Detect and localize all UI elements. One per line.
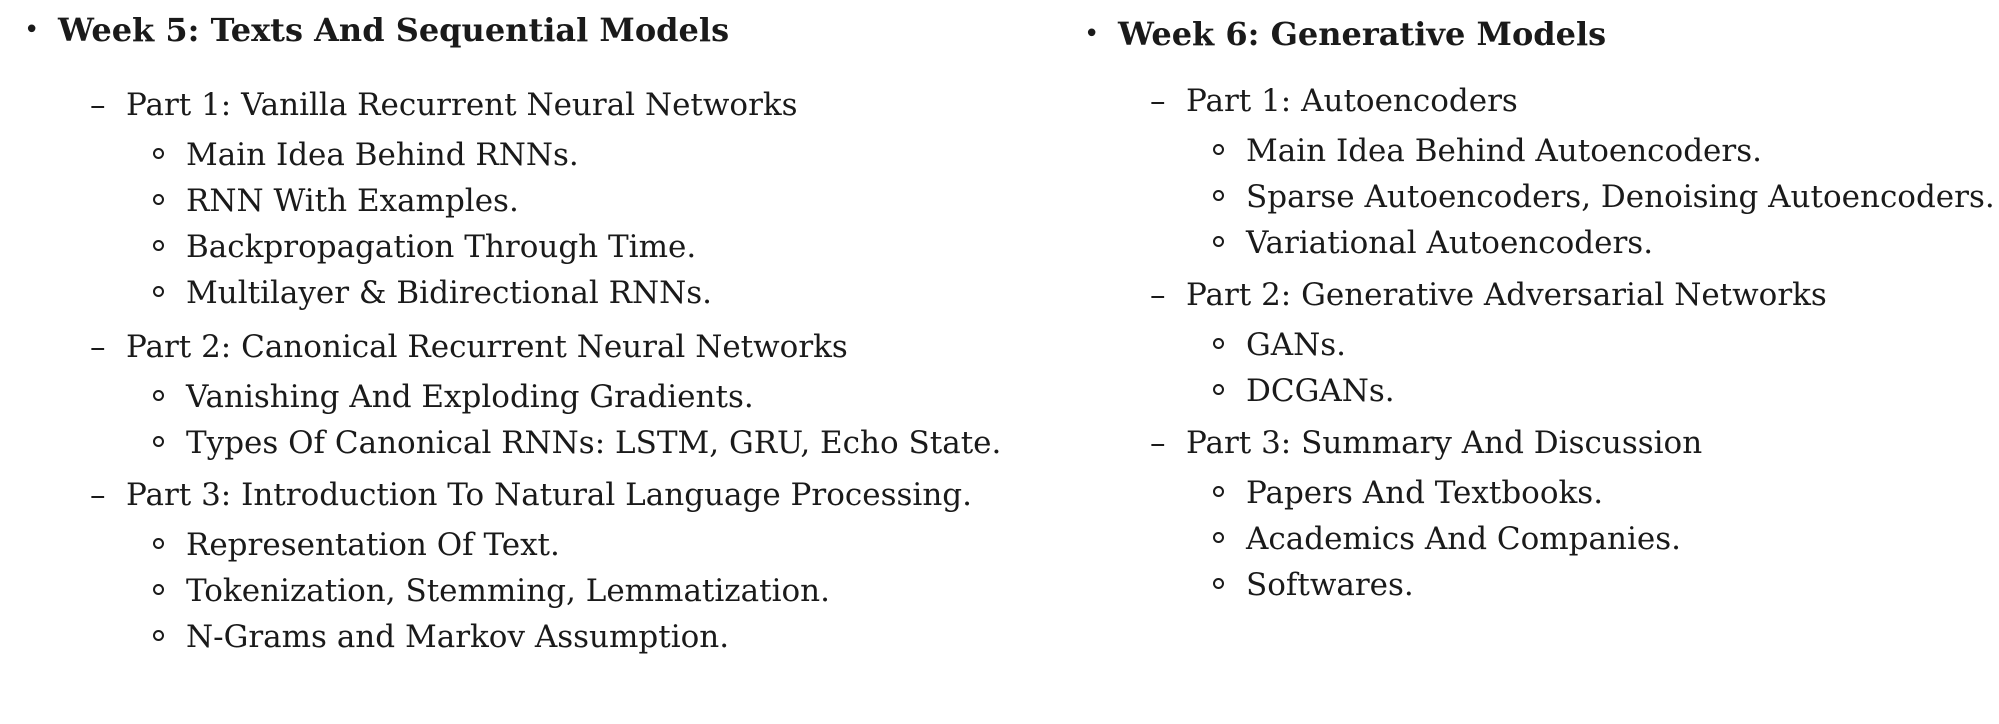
week5-heading: • Week 5: Texts And Sequential Models [0,10,980,50]
part-title: Part 1: Autoencoders [1186,83,1518,119]
bullet-icon: • [1084,19,1100,49]
circle-bullet-icon [1213,532,1224,543]
week5-column: • Week 5: Texts And Sequential Models – … [0,0,1001,724]
week5-title: Week 5: Texts And Sequential Models [58,11,730,49]
topic-label: Main Idea Behind RNNs. [186,137,579,173]
list-item: Variational Autoencoders. [1060,224,1999,270]
topic-label: Academics And Companies. [1246,521,1681,557]
circle-bullet-icon [1213,338,1224,349]
topic-label: Multilayer & Bidirectional RNNs. [186,275,712,311]
list-item: GANs. [1060,326,1999,372]
circle-bullet-icon [153,436,164,447]
week6-part-2-topics: GANs. DCGANs. [1060,326,1999,418]
list-item: Backpropagation Through Time. [0,228,980,274]
circle-bullet-icon [1213,190,1224,201]
list-item: Main Idea Behind Autoencoders. [1060,132,1999,178]
part-title: Part 2: Canonical Recurrent Neural Netwo… [126,329,848,365]
topic-label: Types Of Canonical RNNs: LSTM, GRU, Echo… [186,425,1002,461]
circle-bullet-icon [153,390,164,401]
topic-label: N-Grams and Markov Assumption. [186,619,730,655]
list-item: RNN With Examples. [0,182,980,228]
topic-label: Representation Of Text. [186,527,560,563]
list-item: Types Of Canonical RNNs: LSTM, GRU, Echo… [0,424,1001,470]
dash-icon: – [1150,83,1166,119]
list-item: Academics And Companies. [1060,520,1999,566]
week5-part-1-topics: Main Idea Behind RNNs. RNN With Examples… [0,136,980,320]
circle-bullet-icon [153,584,164,595]
circle-bullet-icon [153,194,164,205]
list-item: Representation Of Text. [0,526,980,572]
topic-label: Tokenization, Stemming, Lemmatization. [186,573,830,609]
week5-part-3-topics: Representation Of Text. Tokenization, St… [0,526,980,664]
circle-bullet-icon [153,286,164,297]
week6-part-2: – Part 2: Generative Adversarial Network… [1060,276,1999,314]
circle-bullet-icon [1213,578,1224,589]
dash-icon: – [1150,425,1166,461]
week6-title: Week 6: Generative Models [1118,15,1607,53]
circle-bullet-icon [153,240,164,251]
list-item: Multilayer & Bidirectional RNNs. [0,274,980,320]
week6-part-1: – Part 1: Autoencoders [1060,82,1999,120]
dash-icon: – [90,477,106,513]
week5-part-3: – Part 3: Introduction To Natural Langua… [0,476,980,514]
topic-label: Variational Autoencoders. [1246,225,1654,261]
topic-label: Backpropagation Through Time. [186,229,697,265]
list-item: N-Grams and Markov Assumption. [0,618,980,664]
part-title: Part 3: Summary And Discussion [1186,425,1703,461]
topic-label: Vanishing And Exploding Gradients. [186,379,754,415]
topic-label: Sparse Autoencoders, Denoising Autoencod… [1246,179,1995,215]
bullet-icon: • [24,15,40,45]
circle-bullet-icon [1213,486,1224,497]
part-title: Part 2: Generative Adversarial Networks [1186,277,1827,313]
week6-part-1-topics: Main Idea Behind Autoencoders. Sparse Au… [1060,132,1999,270]
week5-part-2: – Part 2: Canonical Recurrent Neural Net… [0,328,980,366]
week6-column: • Week 6: Generative Models – Part 1: Au… [1060,0,1999,724]
week6-part-3-topics: Papers And Textbooks. Academics And Comp… [1060,474,1999,612]
week5-part-2-topics: Vanishing And Exploding Gradients. Types… [0,378,1001,470]
dash-icon: – [1150,277,1166,313]
topic-label: Main Idea Behind Autoencoders. [1246,133,1762,169]
circle-bullet-icon [1213,144,1224,155]
dash-icon: – [90,87,106,123]
circle-bullet-icon [153,630,164,641]
week6-part-3: – Part 3: Summary And Discussion [1060,424,1999,462]
week6-heading: • Week 6: Generative Models [1060,14,1999,54]
topic-label: GANs. [1246,327,1347,363]
list-item: DCGANs. [1060,372,1999,418]
topic-label: RNN With Examples. [186,183,519,219]
week5-part-1: – Part 1: Vanilla Recurrent Neural Netwo… [0,86,980,124]
part-title: Part 3: Introduction To Natural Language… [126,477,972,513]
list-item: Softwares. [1060,566,1999,612]
topic-label: Softwares. [1246,567,1414,603]
list-item: Papers And Textbooks. [1060,474,1999,520]
list-item: Main Idea Behind RNNs. [0,136,980,182]
part-title: Part 1: Vanilla Recurrent Neural Network… [126,87,798,123]
circle-bullet-icon [153,538,164,549]
circle-bullet-icon [1213,236,1224,247]
topic-label: DCGANs. [1246,373,1395,409]
list-item: Vanishing And Exploding Gradients. [0,378,980,424]
list-item: Tokenization, Stemming, Lemmatization. [0,572,980,618]
topic-label: Papers And Textbooks. [1246,475,1604,511]
list-item: Sparse Autoencoders, Denoising Autoencod… [1060,178,1999,224]
circle-bullet-icon [1213,384,1224,395]
circle-bullet-icon [153,148,164,159]
dash-icon: – [90,329,106,365]
